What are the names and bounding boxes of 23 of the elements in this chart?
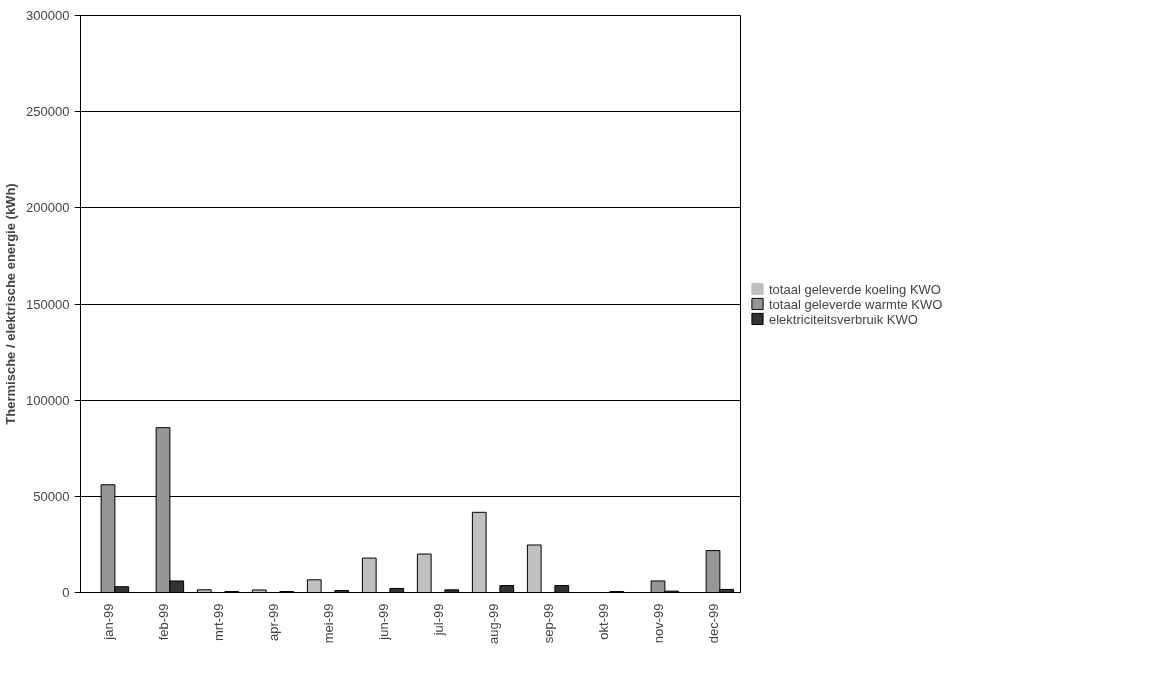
legend-label: totaal geleverde warmte KWO [769,296,943,311]
legend-label: elektriciteitsverbruik KWO [769,311,918,326]
x-tick-label: feb-99 [155,603,171,641]
y-tick-label: 150000 [26,296,70,312]
y-tick-label: 200000 [26,200,70,216]
x-tick-label: jan-99 [100,603,116,641]
y-tick-label: 50000 [33,488,70,504]
y-tick-label: 100000 [26,392,70,408]
legend-label: totaal geleverde koeling KWO [769,281,941,296]
x-tick-label: aug-99 [485,603,501,644]
x-tick-label: mei-99 [320,603,336,644]
x-tick-label: dec-99 [705,603,721,644]
x-tick-label: apr-99 [265,603,281,642]
x-tick-label: nov-99 [650,603,666,644]
x-tick-label: jul-99 [430,603,446,637]
x-tick-label: sep-99 [540,603,556,644]
y-tick-label: 250000 [26,104,70,120]
y-axis-title: Thermische / elektrische energie (kWh) [3,183,19,425]
y-tick-label: 0 [62,585,70,600]
x-tick-label: jun-99 [375,603,391,641]
x-tick-label: mrt-99 [210,603,226,642]
x-tick-label: okt-99 [595,603,611,640]
y-tick-label: 300000 [26,8,70,23]
